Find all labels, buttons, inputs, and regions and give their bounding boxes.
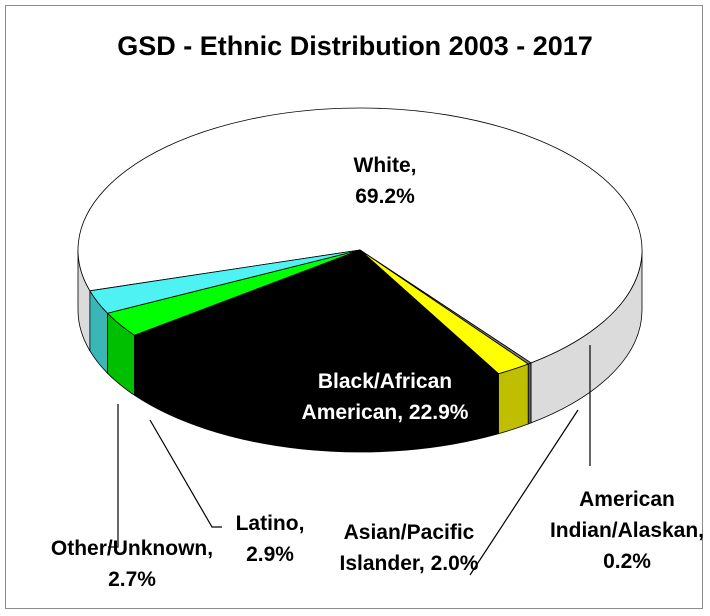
pie-slice-black-african-american	[133, 249, 500, 393]
pie-tops	[77, 107, 643, 393]
data-label-asian-pacific-islander: Asian/Pacific Islander, 2.0%	[340, 521, 479, 575]
data-label-line: Other/Unknown,	[51, 537, 213, 560]
data-label-line: 69.2%	[355, 185, 415, 208]
data-label-line: Islander, 2.0%	[340, 552, 479, 575]
chart-title: GSD - Ethnic Distribution 2003 - 2017	[117, 31, 593, 61]
pie-side-american-indian-alaskan	[527, 362, 532, 425]
data-label-american-indian-alaskan: American Indian/Alaskan, 0.2%	[550, 488, 704, 573]
leader-lines	[108, 345, 591, 576]
pie-side-asian-pacific-islander	[498, 363, 529, 435]
data-label-line: 0.2%	[603, 550, 651, 573]
pie-sides	[77, 249, 643, 453]
pie-slice-other-unknown	[89, 249, 361, 314]
slice-labels: White, 69.2% American Indian/Alaskan, 0.2% As…	[51, 154, 704, 591]
data-label-line: 2.9%	[246, 543, 294, 566]
data-label-line: 2.7%	[108, 568, 156, 591]
leader-line-other-unknown	[108, 404, 119, 548]
pie-slice-white	[77, 107, 643, 364]
data-label-line: Latino,	[236, 512, 305, 535]
data-label-line: American, 22.9%	[302, 401, 469, 424]
data-label-latino: Latino, 2.9%	[236, 512, 305, 566]
data-label-line: Indian/Alaskan,	[550, 519, 704, 542]
leader-line-latino	[149, 419, 222, 528]
data-label-other-unknown: Other/Unknown, 2.7%	[51, 537, 213, 591]
data-label-line: Black/African	[318, 370, 452, 393]
leader-line-asian-pacific-islander	[469, 409, 579, 576]
data-label-line: Asian/Pacific	[344, 521, 475, 544]
data-label-line: American	[579, 488, 675, 511]
data-label-white: White, 69.2%	[354, 154, 417, 208]
data-label-line: White,	[354, 154, 417, 177]
data-label-black-african-american: Black/African American, 22.9%	[302, 370, 469, 424]
